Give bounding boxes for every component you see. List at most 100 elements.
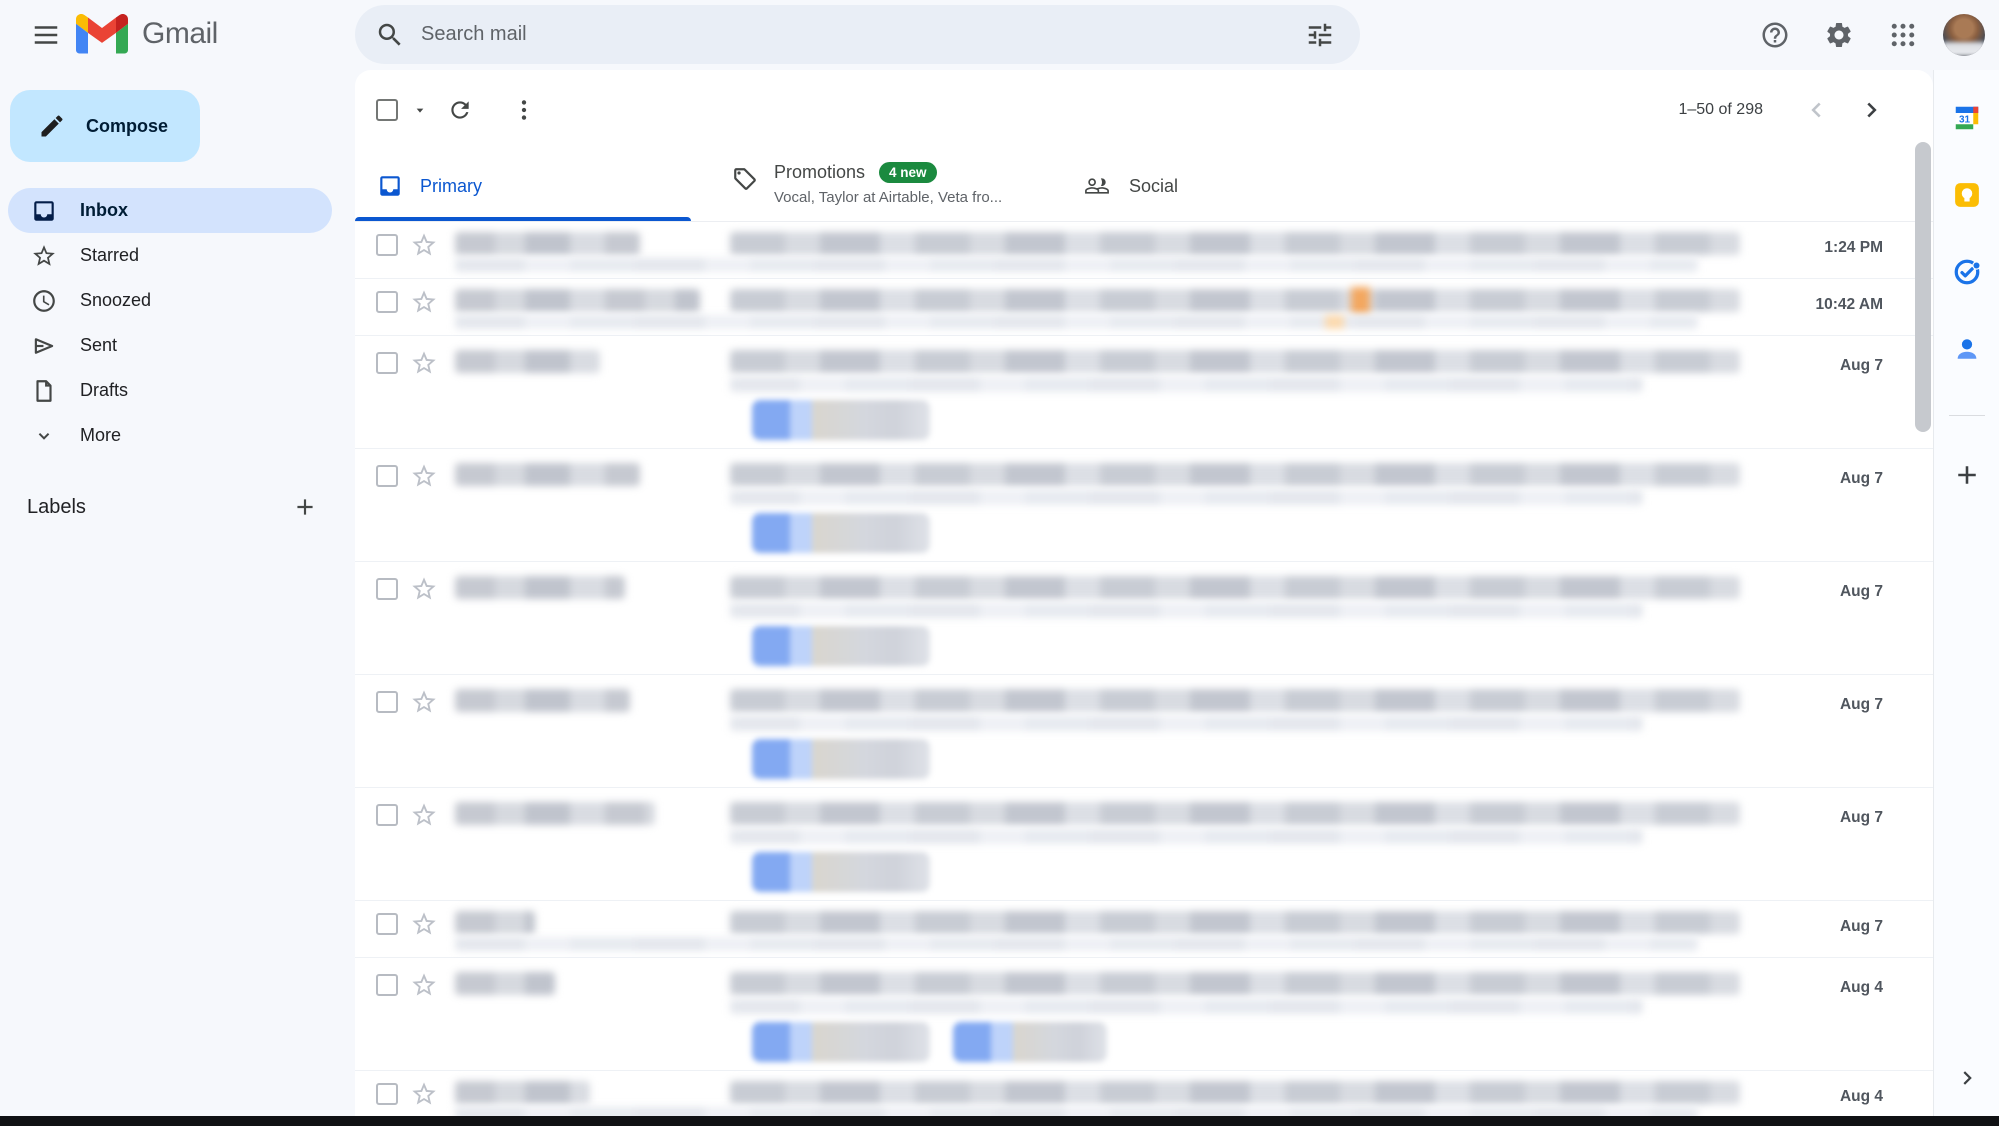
attachment-chip[interactable]: [752, 626, 930, 666]
keep-button[interactable]: [1947, 175, 1987, 215]
redacted-subject: [730, 972, 1740, 995]
tasks-button[interactable]: [1947, 252, 1987, 292]
star-icon[interactable]: [410, 575, 438, 603]
search-bar[interactable]: [355, 5, 1360, 64]
pagination: 1–50 of 298: [1678, 70, 1893, 150]
sidebar-item-label: Snoozed: [80, 290, 152, 310]
sidebar-item-label: Drafts: [80, 380, 129, 400]
apps-button[interactable]: [1879, 11, 1927, 59]
star-icon[interactable]: [410, 801, 438, 829]
attachment-icon: [991, 1022, 1013, 1062]
more-options-button[interactable]: [507, 93, 541, 127]
sidebar-nav: Inbox Starred Snoozed Sent Drafts More: [0, 188, 355, 458]
search-options-button[interactable]: [1298, 13, 1342, 57]
calendar-icon: 31: [1955, 106, 1979, 130]
email-row[interactable]: Aug 7: [355, 336, 1933, 449]
row-checkbox[interactable]: [376, 234, 398, 256]
older-page-button[interactable]: [1849, 88, 1893, 132]
attachment-icon: [790, 1022, 812, 1062]
sidebar-item-label: Sent: [80, 335, 118, 355]
sidebar-item-inbox[interactable]: Inbox: [8, 188, 332, 233]
tab-promotions[interactable]: Promotions 4 new Vocal, Taylor at Airtab…: [691, 150, 1027, 221]
new-count-badge: 4 new: [879, 162, 937, 183]
redacted-accent: [1325, 315, 1345, 329]
select-all-checkbox[interactable]: [376, 99, 398, 121]
attachment-chip[interactable]: [953, 1022, 1107, 1062]
redacted-subject: [730, 1081, 1740, 1104]
email-row[interactable]: 1:24 PM: [355, 222, 1933, 279]
email-row[interactable]: 10:42 AM: [355, 279, 1933, 336]
email-row[interactable]: Aug 7: [355, 562, 1933, 675]
redacted-subject: [730, 689, 1740, 712]
row-checkbox[interactable]: [376, 913, 398, 935]
email-row[interactable]: Aug 7: [355, 449, 1933, 562]
attachment-chip[interactable]: [752, 852, 930, 892]
sidebar-item-label: Inbox: [80, 200, 128, 220]
gmail-logo[interactable]: Gmail: [76, 14, 218, 54]
star-icon[interactable]: [410, 349, 438, 377]
redacted-attachment-name: [812, 852, 930, 892]
row-checkbox[interactable]: [376, 691, 398, 713]
attachment-icon: [790, 626, 812, 666]
topbar: Gmail: [0, 0, 1999, 70]
sidebar-item-drafts[interactable]: Drafts: [0, 368, 355, 413]
tab-social[interactable]: Social: [1027, 150, 1363, 221]
star-icon[interactable]: [410, 688, 438, 716]
sidebar-item-more[interactable]: More: [0, 413, 355, 458]
select-dropdown-button[interactable]: [407, 99, 433, 121]
contacts-button[interactable]: [1947, 329, 1987, 369]
email-row[interactable]: Aug 7: [355, 901, 1933, 958]
compose-button[interactable]: Compose: [10, 90, 200, 162]
star-icon[interactable]: [410, 288, 438, 316]
tab-label: Promotions: [774, 162, 866, 182]
main-menu-button[interactable]: [22, 11, 70, 59]
star-icon[interactable]: [410, 231, 438, 259]
row-date: Aug 7: [1839, 918, 1883, 935]
tab-primary[interactable]: Primary: [355, 150, 691, 221]
scrollbar-thumb[interactable]: [1915, 142, 1931, 432]
sidebar-item-sent[interactable]: Sent: [0, 323, 355, 368]
star-icon[interactable]: [410, 910, 438, 938]
row-checkbox[interactable]: [376, 465, 398, 487]
create-label-button[interactable]: [283, 485, 327, 529]
tab-label: Primary: [420, 175, 482, 196]
labels-section: Labels: [0, 482, 355, 532]
star-icon[interactable]: [410, 462, 438, 490]
redacted-subject: [730, 802, 1740, 825]
redacted-attachment-name: [812, 739, 930, 779]
row-checkbox[interactable]: [376, 804, 398, 826]
sidebar-item-starred[interactable]: Starred: [0, 233, 355, 278]
help-button[interactable]: [1751, 11, 1799, 59]
sidebar-item-snoozed[interactable]: Snoozed: [0, 278, 355, 323]
row-checkbox[interactable]: [376, 974, 398, 996]
brand-name: Gmail: [142, 17, 218, 50]
attachment-chip[interactable]: [752, 1022, 930, 1062]
avatar[interactable]: [1943, 14, 1985, 56]
redacted-subject: [730, 911, 1740, 934]
tasks-icon: [1954, 259, 1981, 285]
email-row[interactable]: Aug 7: [355, 788, 1933, 901]
star-icon[interactable]: [410, 1080, 438, 1108]
row-checkbox[interactable]: [376, 578, 398, 600]
hide-side-panel-button[interactable]: [1947, 1058, 1987, 1098]
row-checkbox[interactable]: [376, 291, 398, 313]
row-date: Aug 7: [1839, 696, 1883, 713]
attachment-chip[interactable]: [752, 513, 930, 553]
settings-button[interactable]: [1815, 11, 1863, 59]
email-row[interactable]: Aug 4: [355, 958, 1933, 1071]
calendar-button[interactable]: 31: [1947, 98, 1987, 138]
star-icon[interactable]: [410, 971, 438, 999]
sidebar: Compose Inbox Starred Snoozed Sent Draft…: [0, 70, 355, 1116]
refresh-button[interactable]: [443, 93, 477, 127]
email-row[interactable]: Aug 4: [355, 1071, 1933, 1119]
email-row[interactable]: Aug 7: [355, 675, 1933, 788]
newer-page-button[interactable]: [1795, 88, 1839, 132]
attachment-chip[interactable]: [752, 400, 930, 440]
get-addons-button[interactable]: [1947, 455, 1987, 495]
attachment-chip[interactable]: [752, 739, 930, 779]
row-checkbox[interactable]: [376, 1083, 398, 1105]
row-checkbox[interactable]: [376, 352, 398, 374]
redacted-subject: [730, 350, 1740, 373]
search-input[interactable]: [421, 23, 1298, 46]
redacted-attachment-name: [812, 513, 930, 553]
